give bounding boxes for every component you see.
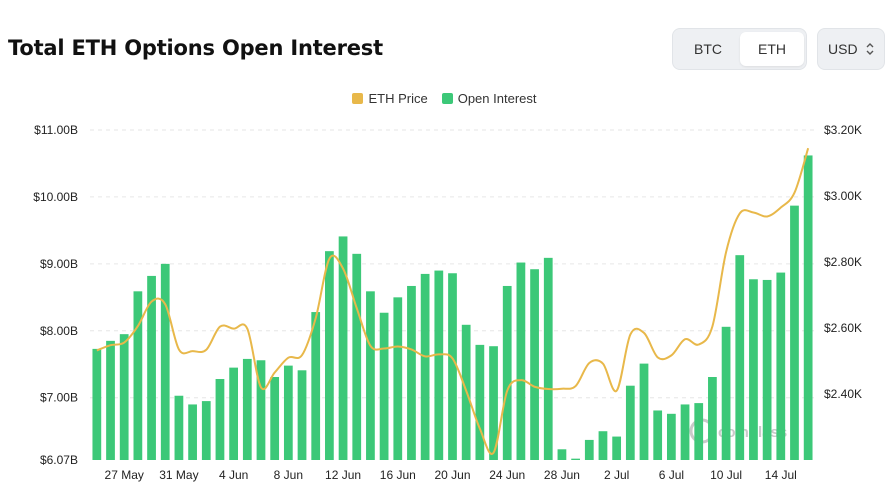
oi-bar[interactable] (475, 344, 485, 460)
oi-bar[interactable] (571, 458, 580, 460)
legend-label-eth-price: ETH Price (368, 91, 428, 106)
oi-bar[interactable] (256, 360, 266, 460)
oi-bar[interactable] (708, 377, 717, 460)
legend-swatch-open-interest (441, 93, 453, 104)
oi-bar[interactable] (379, 312, 389, 460)
eth-toggle-button[interactable]: ETH (740, 32, 804, 66)
chevron-up-down-icon (866, 43, 874, 55)
oi-bar[interactable] (420, 273, 430, 460)
x-axis-tick-label: 31 May (159, 468, 198, 482)
x-axis-tick-label: 4 Jun (219, 468, 248, 482)
left-axis-tick-label: $10.00B (33, 190, 78, 204)
right-axis-ticks: $2.40K $2.60K $2.80K $3.00K $3.20K (824, 123, 862, 401)
oi-bar[interactable] (407, 285, 416, 460)
oi-bar[interactable] (735, 255, 745, 460)
oi-bar[interactable] (557, 449, 567, 460)
oi-bar[interactable] (653, 410, 663, 460)
btc-toggle-button[interactable]: BTC (676, 32, 740, 66)
legend-item-open-interest[interactable]: Open Interest (441, 91, 537, 106)
oi-bar[interactable] (174, 395, 184, 460)
left-axis-tick-label: $8.00B (40, 324, 78, 338)
oi-bar[interactable] (393, 297, 403, 460)
oi-bar[interactable] (160, 263, 170, 460)
x-axis-tick-label: 14 Jul (765, 468, 797, 482)
oi-bar[interactable] (639, 363, 649, 460)
oi-bar[interactable] (694, 403, 704, 460)
oi-bar[interactable] (366, 291, 375, 460)
currency-select[interactable]: USD (817, 28, 885, 70)
oi-bar[interactable] (584, 439, 594, 460)
legend-label-open-interest: Open Interest (457, 91, 537, 106)
oi-bar[interactable] (229, 367, 238, 460)
x-axis-tick-label: 10 Jul (710, 468, 742, 482)
right-axis-tick-label: $2.80K (824, 255, 862, 269)
oi-bar[interactable] (338, 236, 348, 460)
x-axis-tick-label: 28 Jun (544, 468, 580, 482)
oi-bar[interactable] (106, 340, 115, 460)
x-axis-tick-label: 24 Jun (489, 468, 525, 482)
chart-legend: ETH Price Open Interest (0, 91, 889, 106)
oi-bar[interactable] (749, 279, 758, 460)
asset-toggle: BTC ETH (672, 28, 807, 70)
x-axis-tick-label: 6 Jul (659, 468, 684, 482)
oi-bar[interactable] (680, 404, 690, 460)
x-axis-tick-label: 8 Jun (274, 468, 303, 482)
oi-bar[interactable] (776, 272, 786, 460)
currency-select-value: USD (828, 41, 858, 57)
oi-bar[interactable] (502, 285, 512, 460)
oi-bar[interactable] (201, 401, 211, 460)
oi-bar[interactable] (325, 251, 334, 460)
oi-bar[interactable] (790, 205, 799, 460)
oi-bar[interactable] (311, 312, 321, 460)
oi-bar[interactable] (598, 431, 608, 460)
legend-item-eth-price[interactable]: ETH Price (352, 91, 428, 106)
legend-swatch-eth-price (352, 93, 364, 104)
oi-bar[interactable] (530, 269, 539, 460)
oi-bar[interactable] (133, 291, 143, 460)
oi-bar[interactable] (147, 275, 156, 460)
x-axis-tick-label: 16 Jun (380, 468, 416, 482)
oi-bar[interactable] (516, 262, 526, 460)
oi-bar[interactable] (434, 270, 444, 460)
page-title: Total ETH Options Open Interest (8, 36, 383, 60)
oi-bar[interactable] (352, 253, 362, 460)
oi-bar[interactable] (297, 370, 307, 460)
eth-price-line (96, 147, 810, 455)
oi-bar[interactable] (283, 365, 293, 460)
oi-bar[interactable] (188, 404, 197, 460)
oi-bar[interactable] (448, 273, 457, 460)
oi-bar[interactable] (543, 257, 553, 460)
x-axis-tick-label: 20 Jun (434, 468, 470, 482)
oi-bar[interactable] (489, 346, 498, 460)
left-axis-ticks: $6.07B $7.00B $8.00B $9.00B $10.00B $11.00B (33, 123, 78, 467)
left-axis-tick-label: $6.07B (40, 453, 78, 467)
x-axis-tick-label: 12 Jun (325, 468, 361, 482)
oi-bar[interactable] (119, 334, 129, 460)
right-axis-tick-label: $2.60K (824, 321, 862, 335)
x-axis-tick-label: 2 Jul (604, 468, 629, 482)
right-axis-tick-label: $3.20K (824, 123, 862, 137)
oi-bar[interactable] (612, 436, 622, 460)
x-axis-ticks: 27 May 31 May 4 Jun 8 Jun 12 Jun 16 Jun 20 Jun… (105, 468, 797, 482)
oi-bar[interactable] (721, 326, 731, 460)
open-interest-bars (92, 155, 813, 460)
x-axis-tick-label: 27 May (105, 468, 144, 482)
left-axis-tick-label: $9.00B (40, 257, 78, 271)
oi-bar[interactable] (92, 348, 102, 460)
oi-bar[interactable] (625, 385, 635, 460)
left-axis-tick-label: $11.00B (34, 123, 78, 137)
oi-bar[interactable] (270, 377, 280, 460)
oi-bar[interactable] (242, 358, 252, 460)
oi-bar[interactable] (803, 155, 813, 460)
oi-bar[interactable] (215, 379, 225, 460)
oi-bar[interactable] (666, 413, 676, 460)
left-axis-tick-label: $7.00B (40, 391, 78, 405)
oi-bar[interactable] (762, 279, 772, 460)
right-axis-tick-label: $2.40K (824, 387, 862, 401)
right-axis-tick-label: $3.00K (824, 189, 862, 203)
